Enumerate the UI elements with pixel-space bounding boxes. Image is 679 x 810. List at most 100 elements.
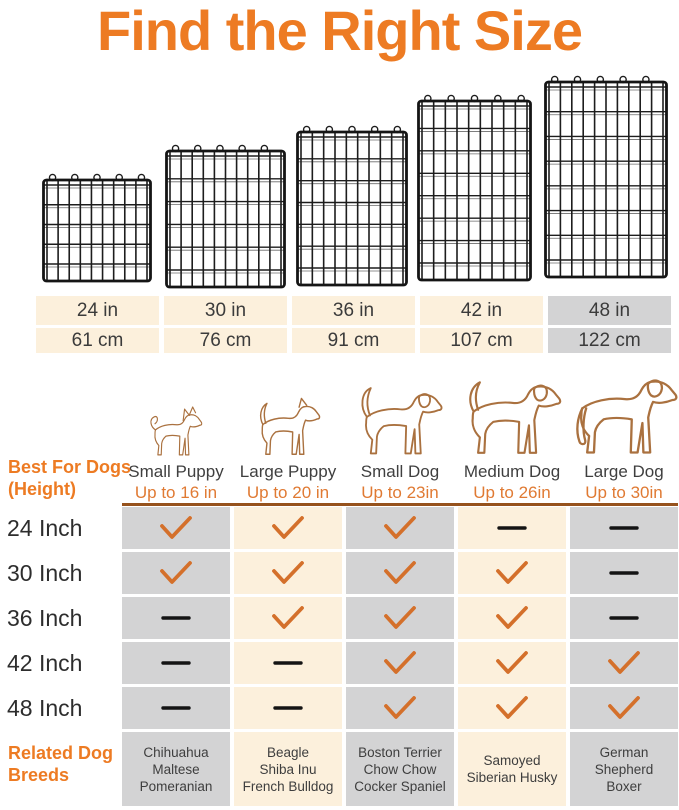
breed-name: Siberian Husky	[466, 770, 558, 785]
wire-panel-42in	[417, 93, 532, 283]
dash-icon	[161, 706, 191, 710]
dog-size-name: Large Dog	[584, 462, 664, 481]
dash-icon	[273, 706, 303, 710]
large-dog-outline-icon-box	[561, 366, 679, 463]
matrix-cell-24-inch-col4	[458, 507, 566, 549]
wire-panel-36in	[296, 124, 408, 288]
wire-grid	[417, 94, 532, 282]
matrix-cell-30-inch-col4	[458, 552, 566, 594]
dog-size-name: Large Puppy	[239, 462, 337, 481]
chihuahua-outline-icon-box	[145, 406, 207, 463]
matrix-cell-42-inch-col1	[122, 642, 230, 684]
matrix-cell-24-inch-col2	[234, 507, 342, 549]
dog-height-range: Up to 23in	[361, 483, 439, 502]
matrix-cell-36-inch-col4	[458, 597, 566, 639]
matrix-cell-42-inch-col3	[346, 642, 454, 684]
check-icon	[272, 561, 304, 584]
row-label-48-inch: 48 Inch	[7, 695, 83, 721]
matrix-cell-36-inch-col2	[234, 597, 342, 639]
size-value: 107 cm	[450, 329, 513, 351]
dash-icon	[609, 526, 639, 530]
breed-name: Chihuahua	[143, 744, 209, 760]
best-for-dogs-label: Best For Dogs (Height)	[8, 456, 131, 500]
wire-grid	[42, 173, 152, 283]
size-cell-cm-5: 122 cm	[548, 328, 671, 353]
wire-panel-48in	[544, 74, 668, 280]
matrix-cell-48-inch-col3	[346, 687, 454, 729]
check-icon	[496, 651, 528, 674]
puppy-outline-icon-box	[250, 396, 326, 463]
size-value: 76 cm	[199, 329, 252, 351]
dash-icon	[161, 661, 191, 665]
related-dog-breeds-label: Related Dog Breeds	[8, 742, 113, 786]
breed-name: Chow Chow	[363, 761, 437, 777]
check-icon	[384, 651, 416, 674]
size-value: 24 in	[76, 299, 119, 321]
breeds-cell-col1: Chihuahua Maltese Pomeranian	[122, 732, 230, 806]
matrix-cell-36-inch-col3	[346, 597, 454, 639]
check-icon	[160, 561, 192, 584]
size-cell-cm-3: 91 cm	[292, 328, 415, 353]
matrix-cell-30-inch-col1	[122, 552, 230, 594]
check-icon	[496, 561, 528, 584]
page-title: Find the Right Size	[97, 0, 583, 62]
dash-icon	[161, 616, 191, 620]
wire-panel-30in	[165, 143, 286, 290]
row-label-24-inch: 24 Inch	[7, 515, 83, 541]
breed-name: Boxer	[606, 778, 642, 794]
dog-height-range: Up to 16 in	[134, 483, 218, 502]
breed-name: Shiba Inu	[259, 761, 317, 777]
matrix-cell-36-inch-col1	[122, 597, 230, 639]
dog-height-range: Up to 30in	[585, 483, 663, 502]
check-icon	[384, 606, 416, 629]
check-icon	[608, 696, 640, 719]
best-for-dogs-line2: (Height)	[8, 479, 76, 499]
breeds-cell-col5: German Shepherd Boxer	[570, 732, 678, 806]
size-value: 91 cm	[327, 329, 380, 351]
wire-grid	[296, 125, 408, 287]
matrix-top-divider	[122, 503, 678, 506]
size-cell-cm-4: 107 cm	[420, 328, 543, 353]
breeds-cell-col3: Boston Terrier Chow Chow Cocker Spaniel	[346, 732, 454, 806]
row-label-42-inch: 42 Inch	[7, 650, 83, 676]
matrix-cell-30-inch-col5	[570, 552, 678, 594]
breed-name: Maltese	[152, 761, 200, 777]
medium-dog-outline-icon	[469, 381, 562, 454]
dog-size-name: Small Puppy	[128, 462, 224, 481]
breed-name: German	[599, 744, 649, 760]
matrix-cell-30-inch-col3	[346, 552, 454, 594]
breed-name: French Bulldog	[242, 778, 334, 794]
breed-name: Shepherd	[594, 761, 654, 777]
size-cell-inches-1: 24 in	[36, 296, 159, 325]
breed-name: Cocker Spaniel	[354, 778, 446, 794]
matrix-cell-24-inch-col3	[346, 507, 454, 549]
breeds-cell-col4: Samoyed Siberian Husky	[458, 732, 566, 806]
large-dog-outline-icon	[576, 379, 678, 454]
dog-height-range: Up to 26in	[473, 483, 551, 502]
matrix-cell-48-inch-col5	[570, 687, 678, 729]
size-cell-inches-2: 30 in	[164, 296, 287, 325]
chihuahua-outline-icon	[150, 406, 203, 456]
check-icon	[384, 516, 416, 539]
matrix-cell-42-inch-col4	[458, 642, 566, 684]
matrix-cell-36-inch-col5	[570, 597, 678, 639]
check-icon	[384, 696, 416, 719]
check-icon	[608, 651, 640, 674]
medium-dog-outline-icon-box	[454, 372, 570, 463]
dog-size-name: Small Dog	[360, 462, 440, 481]
row-label-36-inch: 36 Inch	[7, 605, 83, 631]
breed-name: Samoyed	[483, 753, 541, 768]
size-value: 48 in	[588, 299, 631, 321]
dog-height-range: Up to 20 in	[246, 483, 330, 502]
check-icon	[384, 561, 416, 584]
wire-grid	[165, 144, 286, 289]
matrix-cell-24-inch-col5	[570, 507, 678, 549]
size-cell-inches-5: 48 in	[548, 296, 671, 325]
size-value: 42 in	[460, 299, 503, 321]
check-icon	[496, 696, 528, 719]
breed-name: Pomeranian	[139, 778, 213, 794]
best-for-dogs-line1: Best For Dogs	[8, 457, 132, 477]
matrix-cell-42-inch-col2	[234, 642, 342, 684]
check-icon	[160, 516, 192, 539]
